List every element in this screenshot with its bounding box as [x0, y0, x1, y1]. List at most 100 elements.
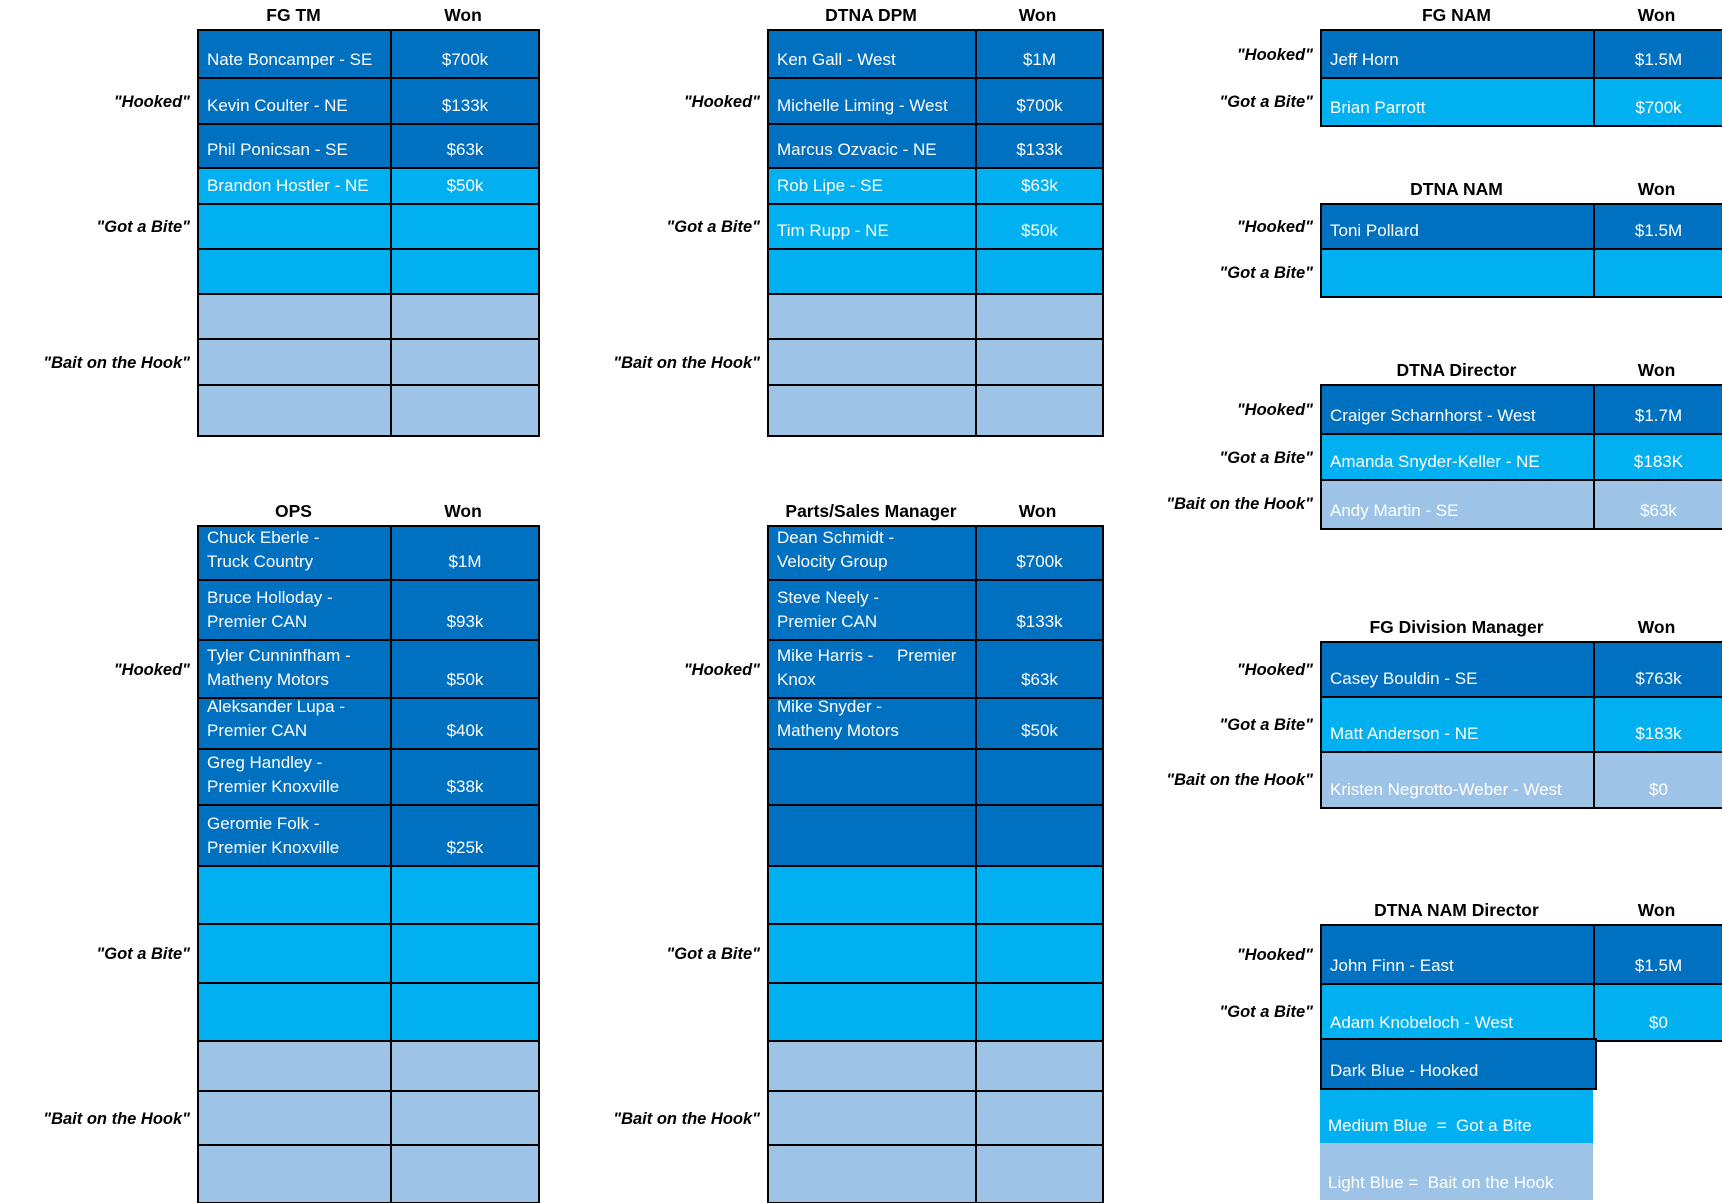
won-amount-cell[interactable]: $763k: [1595, 643, 1722, 696]
prospect-cell[interactable]: Casey Bouldin - SE: [1322, 643, 1595, 696]
won-amount-cell[interactable]: [1595, 250, 1722, 296]
won-amount-cell[interactable]: [392, 1146, 538, 1202]
prospect-cell[interactable]: Chuck Eberle - Truck Country: [199, 527, 392, 579]
won-amount-cell[interactable]: $63k: [392, 125, 538, 167]
prospect-cell[interactable]: Michelle Liming - West: [769, 79, 977, 123]
won-amount-cell[interactable]: $1M: [392, 527, 538, 579]
prospect-cell[interactable]: [199, 250, 392, 293]
prospect-cell[interactable]: Dean Schmidt - Velocity Group: [769, 527, 977, 579]
won-amount-cell[interactable]: [977, 295, 1102, 338]
won-amount-cell[interactable]: $133k: [977, 581, 1102, 639]
won-amount-cell[interactable]: $50k: [392, 169, 538, 203]
won-amount-cell[interactable]: [392, 984, 538, 1040]
prospect-cell[interactable]: Craiger Scharnhorst - West: [1322, 386, 1595, 433]
prospect-cell[interactable]: Matt Anderson - NE: [1322, 698, 1595, 751]
prospect-cell[interactable]: [199, 1092, 392, 1144]
prospect-cell[interactable]: [199, 925, 392, 982]
prospect-cell[interactable]: Mike Harris - Premier Knox: [769, 641, 977, 697]
won-amount-cell[interactable]: $50k: [977, 699, 1102, 748]
won-amount-cell[interactable]: [977, 340, 1102, 384]
won-amount-cell[interactable]: [977, 1042, 1102, 1090]
prospect-cell[interactable]: Steve Neely - Premier CAN: [769, 581, 977, 639]
prospect-cell[interactable]: Tim Rupp - NE: [769, 205, 977, 248]
prospect-cell[interactable]: [199, 1042, 392, 1090]
prospect-cell[interactable]: [769, 867, 977, 923]
prospect-cell[interactable]: [199, 984, 392, 1040]
won-amount-cell[interactable]: $1.5M: [1595, 926, 1722, 983]
prospect-cell[interactable]: Adam Knobeloch - West: [1322, 985, 1595, 1040]
prospect-cell[interactable]: Jeff Horn: [1322, 31, 1595, 77]
prospect-cell[interactable]: Aleksander Lupa - Premier CAN: [199, 699, 392, 748]
won-amount-cell[interactable]: [392, 386, 538, 435]
prospect-cell[interactable]: [199, 386, 392, 435]
prospect-cell[interactable]: [769, 984, 977, 1040]
won-amount-cell[interactable]: [977, 1092, 1102, 1144]
won-amount-cell[interactable]: [977, 867, 1102, 923]
won-amount-cell[interactable]: [977, 1146, 1102, 1202]
prospect-cell[interactable]: Brian Parrott: [1322, 79, 1595, 125]
prospect-cell[interactable]: [769, 295, 977, 338]
prospect-cell[interactable]: Ken Gall - West: [769, 31, 977, 77]
prospect-cell[interactable]: [769, 1042, 977, 1090]
prospect-cell[interactable]: Nate Boncamper - SE: [199, 31, 392, 77]
prospect-cell[interactable]: Phil Ponicsan - SE: [199, 125, 392, 167]
won-amount-cell[interactable]: $50k: [977, 205, 1102, 248]
won-amount-cell[interactable]: $25k: [392, 806, 538, 865]
won-amount-cell[interactable]: [392, 1042, 538, 1090]
prospect-cell[interactable]: Tyler Cunninfham - Matheny Motors: [199, 641, 392, 697]
prospect-cell[interactable]: Geromie Folk - Premier Knoxville: [199, 806, 392, 865]
won-amount-cell[interactable]: $63k: [1595, 481, 1722, 528]
won-amount-cell[interactable]: $183K: [1595, 435, 1722, 479]
won-amount-cell[interactable]: $0: [1595, 985, 1722, 1040]
prospect-cell[interactable]: [769, 925, 977, 982]
prospect-cell[interactable]: [199, 1146, 392, 1202]
prospect-cell[interactable]: Toni Pollard: [1322, 205, 1595, 248]
prospect-cell[interactable]: Kristen Negrotto-Weber - West: [1322, 753, 1595, 807]
won-amount-cell[interactable]: $63k: [977, 169, 1102, 203]
prospect-cell[interactable]: [769, 1092, 977, 1144]
prospect-cell[interactable]: [1322, 250, 1595, 296]
prospect-cell[interactable]: [769, 340, 977, 384]
won-amount-cell[interactable]: $700k: [977, 527, 1102, 579]
won-amount-cell[interactable]: $0: [1595, 753, 1722, 807]
prospect-cell[interactable]: [769, 750, 977, 804]
won-amount-cell[interactable]: $1M: [977, 31, 1102, 77]
won-amount-cell[interactable]: [977, 386, 1102, 435]
won-amount-cell[interactable]: [977, 925, 1102, 982]
prospect-cell[interactable]: [769, 250, 977, 293]
prospect-cell[interactable]: John Finn - East: [1322, 926, 1595, 983]
prospect-cell[interactable]: [769, 386, 977, 435]
won-amount-cell[interactable]: $183k: [1595, 698, 1722, 751]
prospect-cell[interactable]: Rob Lipe - SE: [769, 169, 977, 203]
won-amount-cell[interactable]: [392, 205, 538, 248]
prospect-cell[interactable]: [199, 205, 392, 248]
won-amount-cell[interactable]: [392, 925, 538, 982]
won-amount-cell[interactable]: $63k: [977, 641, 1102, 697]
won-amount-cell[interactable]: $93k: [392, 581, 538, 639]
won-amount-cell[interactable]: [392, 295, 538, 338]
won-amount-cell[interactable]: $1.5M: [1595, 205, 1722, 248]
won-amount-cell[interactable]: $700k: [1595, 79, 1722, 125]
won-amount-cell[interactable]: $50k: [392, 641, 538, 697]
won-amount-cell[interactable]: $700k: [977, 79, 1102, 123]
won-amount-cell[interactable]: $133k: [392, 79, 538, 123]
won-amount-cell[interactable]: $1.7M: [1595, 386, 1722, 433]
won-amount-cell[interactable]: [977, 750, 1102, 804]
won-amount-cell[interactable]: [977, 250, 1102, 293]
won-amount-cell[interactable]: [392, 340, 538, 384]
won-amount-cell[interactable]: [392, 250, 538, 293]
prospect-cell[interactable]: [769, 1146, 977, 1202]
won-amount-cell[interactable]: $40k: [392, 699, 538, 748]
prospect-cell[interactable]: Kevin Coulter - NE: [199, 79, 392, 123]
prospect-cell[interactable]: [199, 295, 392, 338]
won-amount-cell[interactable]: $133k: [977, 125, 1102, 167]
won-amount-cell[interactable]: [392, 1092, 538, 1144]
prospect-cell[interactable]: Brandon Hostler - NE: [199, 169, 392, 203]
won-amount-cell[interactable]: [977, 806, 1102, 865]
prospect-cell[interactable]: [199, 340, 392, 384]
won-amount-cell[interactable]: $38k: [392, 750, 538, 804]
prospect-cell[interactable]: Marcus Ozvacic - NE: [769, 125, 977, 167]
prospect-cell[interactable]: Amanda Snyder-Keller - NE: [1322, 435, 1595, 479]
prospect-cell[interactable]: [199, 867, 392, 923]
prospect-cell[interactable]: Andy Martin - SE: [1322, 481, 1595, 528]
